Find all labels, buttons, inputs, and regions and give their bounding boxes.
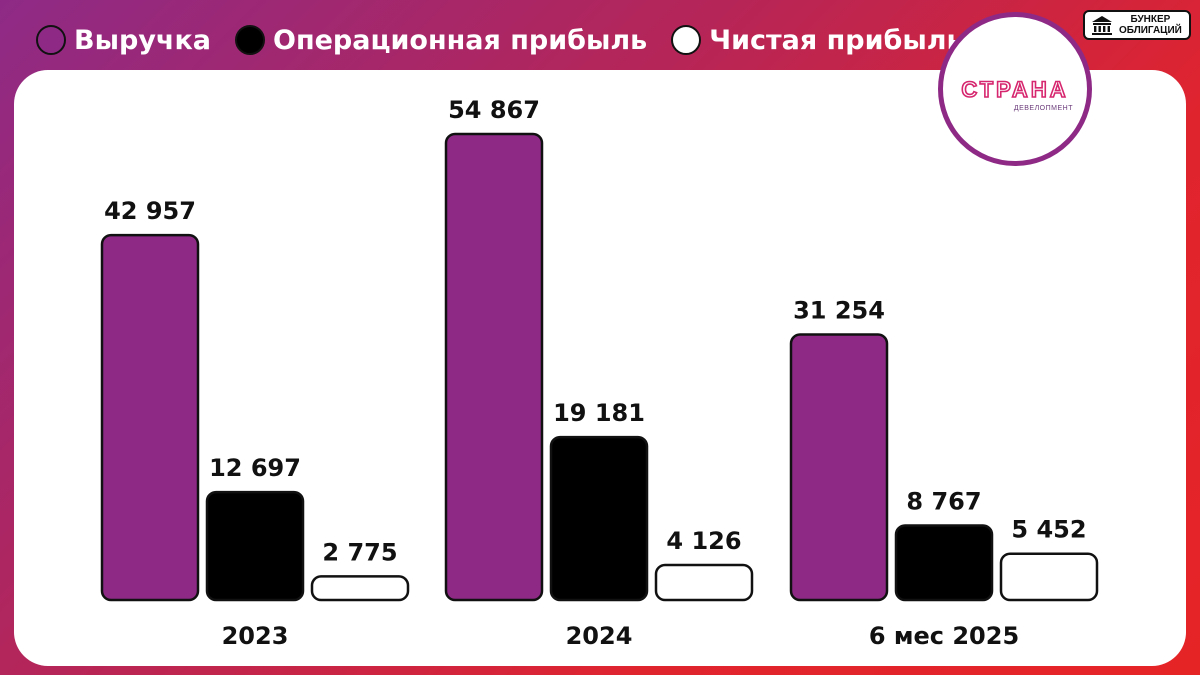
bar-net-profit-2023 xyxy=(310,575,410,602)
company-logo-text: СТРАНА xyxy=(961,76,1069,103)
category-label-6m-2025: 6 мес 2025 xyxy=(869,622,1019,650)
bar-label-revenue-2024: 54 867 xyxy=(448,96,540,124)
legend-swatch-operating-profit xyxy=(235,25,266,55)
bar-label-operating-profit-6m-2025: 8 767 xyxy=(906,488,981,516)
bar-label-operating-profit-2024: 19 181 xyxy=(553,399,645,427)
bar-revenue-2023 xyxy=(100,233,200,602)
legend-item-revenue: Выручка xyxy=(36,25,211,56)
bank-building-icon xyxy=(1092,16,1112,35)
bar-label-revenue-6m-2025: 31 254 xyxy=(793,297,885,325)
bar-net-profit-2024 xyxy=(654,563,754,602)
brand-badge-line2: ОБЛИГАЦИЙ xyxy=(1119,25,1182,36)
bar-revenue-2024 xyxy=(444,132,544,602)
legend: Выручка Операционная прибыль Чистая приб… xyxy=(36,18,988,62)
legend-swatch-net-profit xyxy=(671,25,702,55)
bar-operating-profit-6m-2025 xyxy=(894,524,994,602)
bar-net-profit-6m-2025 xyxy=(999,552,1099,602)
bar-label-operating-profit-2023: 12 697 xyxy=(209,454,301,482)
category-label-2023: 2023 xyxy=(222,622,289,650)
legend-label-revenue: Выручка xyxy=(74,24,212,56)
legend-item-operating-profit: Операционная прибыль xyxy=(235,25,647,56)
bar-label-net-profit-6m-2025: 5 452 xyxy=(1011,516,1086,544)
bar-label-net-profit-2024: 4 126 xyxy=(666,527,741,555)
bar-operating-profit-2023 xyxy=(205,490,305,602)
category-label-2024: 2024 xyxy=(566,622,633,650)
legend-item-net-profit: Чистая прибыль xyxy=(671,24,964,56)
legend-label-operating-profit: Операционная прибыль xyxy=(273,24,648,56)
legend-swatch-revenue xyxy=(36,25,66,55)
bar-operating-profit-2024 xyxy=(549,435,649,602)
company-logo-subtext: ДЕВЕЛОПМЕНТ xyxy=(1013,105,1073,112)
bar-label-revenue-2023: 42 957 xyxy=(104,197,196,225)
legend-label-net-profit: Чистая прибыль xyxy=(709,24,964,56)
brand-badge-line1: БУНКЕР xyxy=(1130,14,1171,25)
bar-label-net-profit-2023: 2 775 xyxy=(322,538,397,566)
bar-revenue-6m-2025 xyxy=(789,333,889,602)
brand-badge-text: БУНКЕР ОБЛИГАЦИЙ xyxy=(1119,14,1182,36)
company-logo: СТРАНА ДЕВЕЛОПМЕНТ xyxy=(938,12,1092,166)
brand-badge: БУНКЕР ОБЛИГАЦИЙ xyxy=(1083,10,1191,40)
